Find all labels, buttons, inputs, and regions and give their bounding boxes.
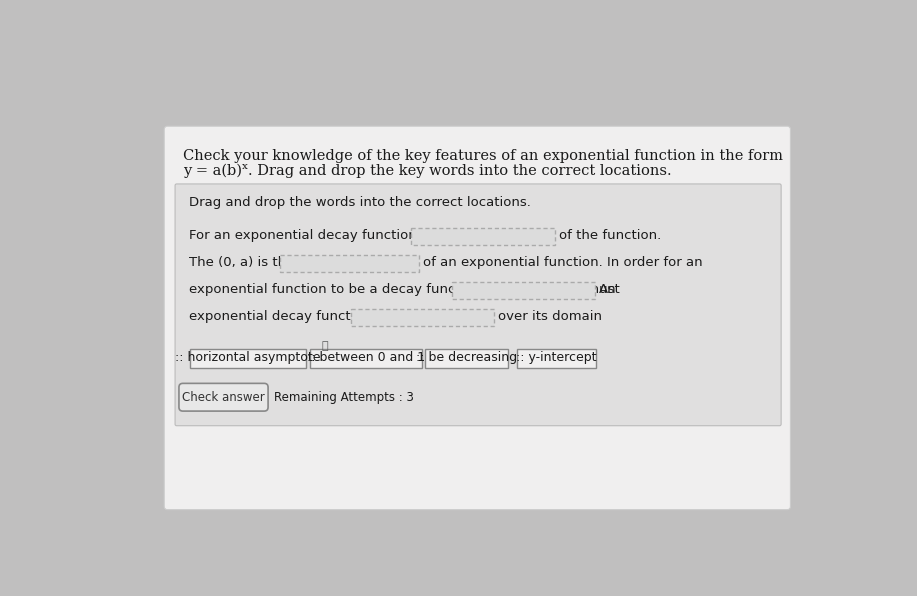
Text: Check your knowledge of the key features of an exponential function in the form: Check your knowledge of the key features… bbox=[182, 148, 783, 163]
Text: :: horizontal asymptote: :: horizontal asymptote bbox=[175, 352, 321, 365]
Text: of the function.: of the function. bbox=[558, 229, 661, 243]
Text: exponential decay function will always: exponential decay function will always bbox=[189, 311, 447, 323]
Text: over its domain: over its domain bbox=[498, 311, 602, 323]
Text: ⛾: ⛾ bbox=[321, 342, 328, 352]
FancyBboxPatch shape bbox=[190, 349, 306, 368]
FancyBboxPatch shape bbox=[175, 184, 781, 426]
Text: of an exponential function. In order for an: of an exponential function. In order for… bbox=[423, 256, 702, 269]
Text: :: y-intercept: :: y-intercept bbox=[516, 352, 597, 365]
Bar bbox=[452, 282, 595, 299]
FancyBboxPatch shape bbox=[425, 349, 508, 368]
Text: Remaining Attempts : 3: Remaining Attempts : 3 bbox=[273, 391, 414, 403]
Text: . Drag and drop the key words into the correct locations.: . Drag and drop the key words into the c… bbox=[248, 164, 671, 178]
FancyBboxPatch shape bbox=[164, 126, 790, 510]
Bar bbox=[280, 254, 419, 272]
Text: exponential function to be a decay function, the value of b must: exponential function to be a decay funct… bbox=[189, 283, 620, 296]
Bar bbox=[351, 309, 494, 325]
Text: :: between 0 and 1: :: between 0 and 1 bbox=[307, 352, 425, 365]
Text: Check answer: Check answer bbox=[182, 391, 265, 403]
Text: The (0, a) is the: The (0, a) is the bbox=[189, 256, 294, 269]
Bar bbox=[412, 228, 555, 245]
FancyBboxPatch shape bbox=[179, 383, 268, 411]
Text: :: be decreasing: :: be decreasing bbox=[416, 352, 517, 365]
Text: Drag and drop the words into the correct locations.: Drag and drop the words into the correct… bbox=[189, 196, 531, 209]
FancyBboxPatch shape bbox=[517, 349, 596, 368]
Text: An: An bbox=[599, 283, 616, 296]
Text: x: x bbox=[242, 162, 248, 170]
Text: y = a(b): y = a(b) bbox=[182, 164, 242, 178]
FancyBboxPatch shape bbox=[310, 349, 423, 368]
Text: For an exponential decay function, y = 0 is the: For an exponential decay function, y = 0… bbox=[189, 229, 499, 243]
